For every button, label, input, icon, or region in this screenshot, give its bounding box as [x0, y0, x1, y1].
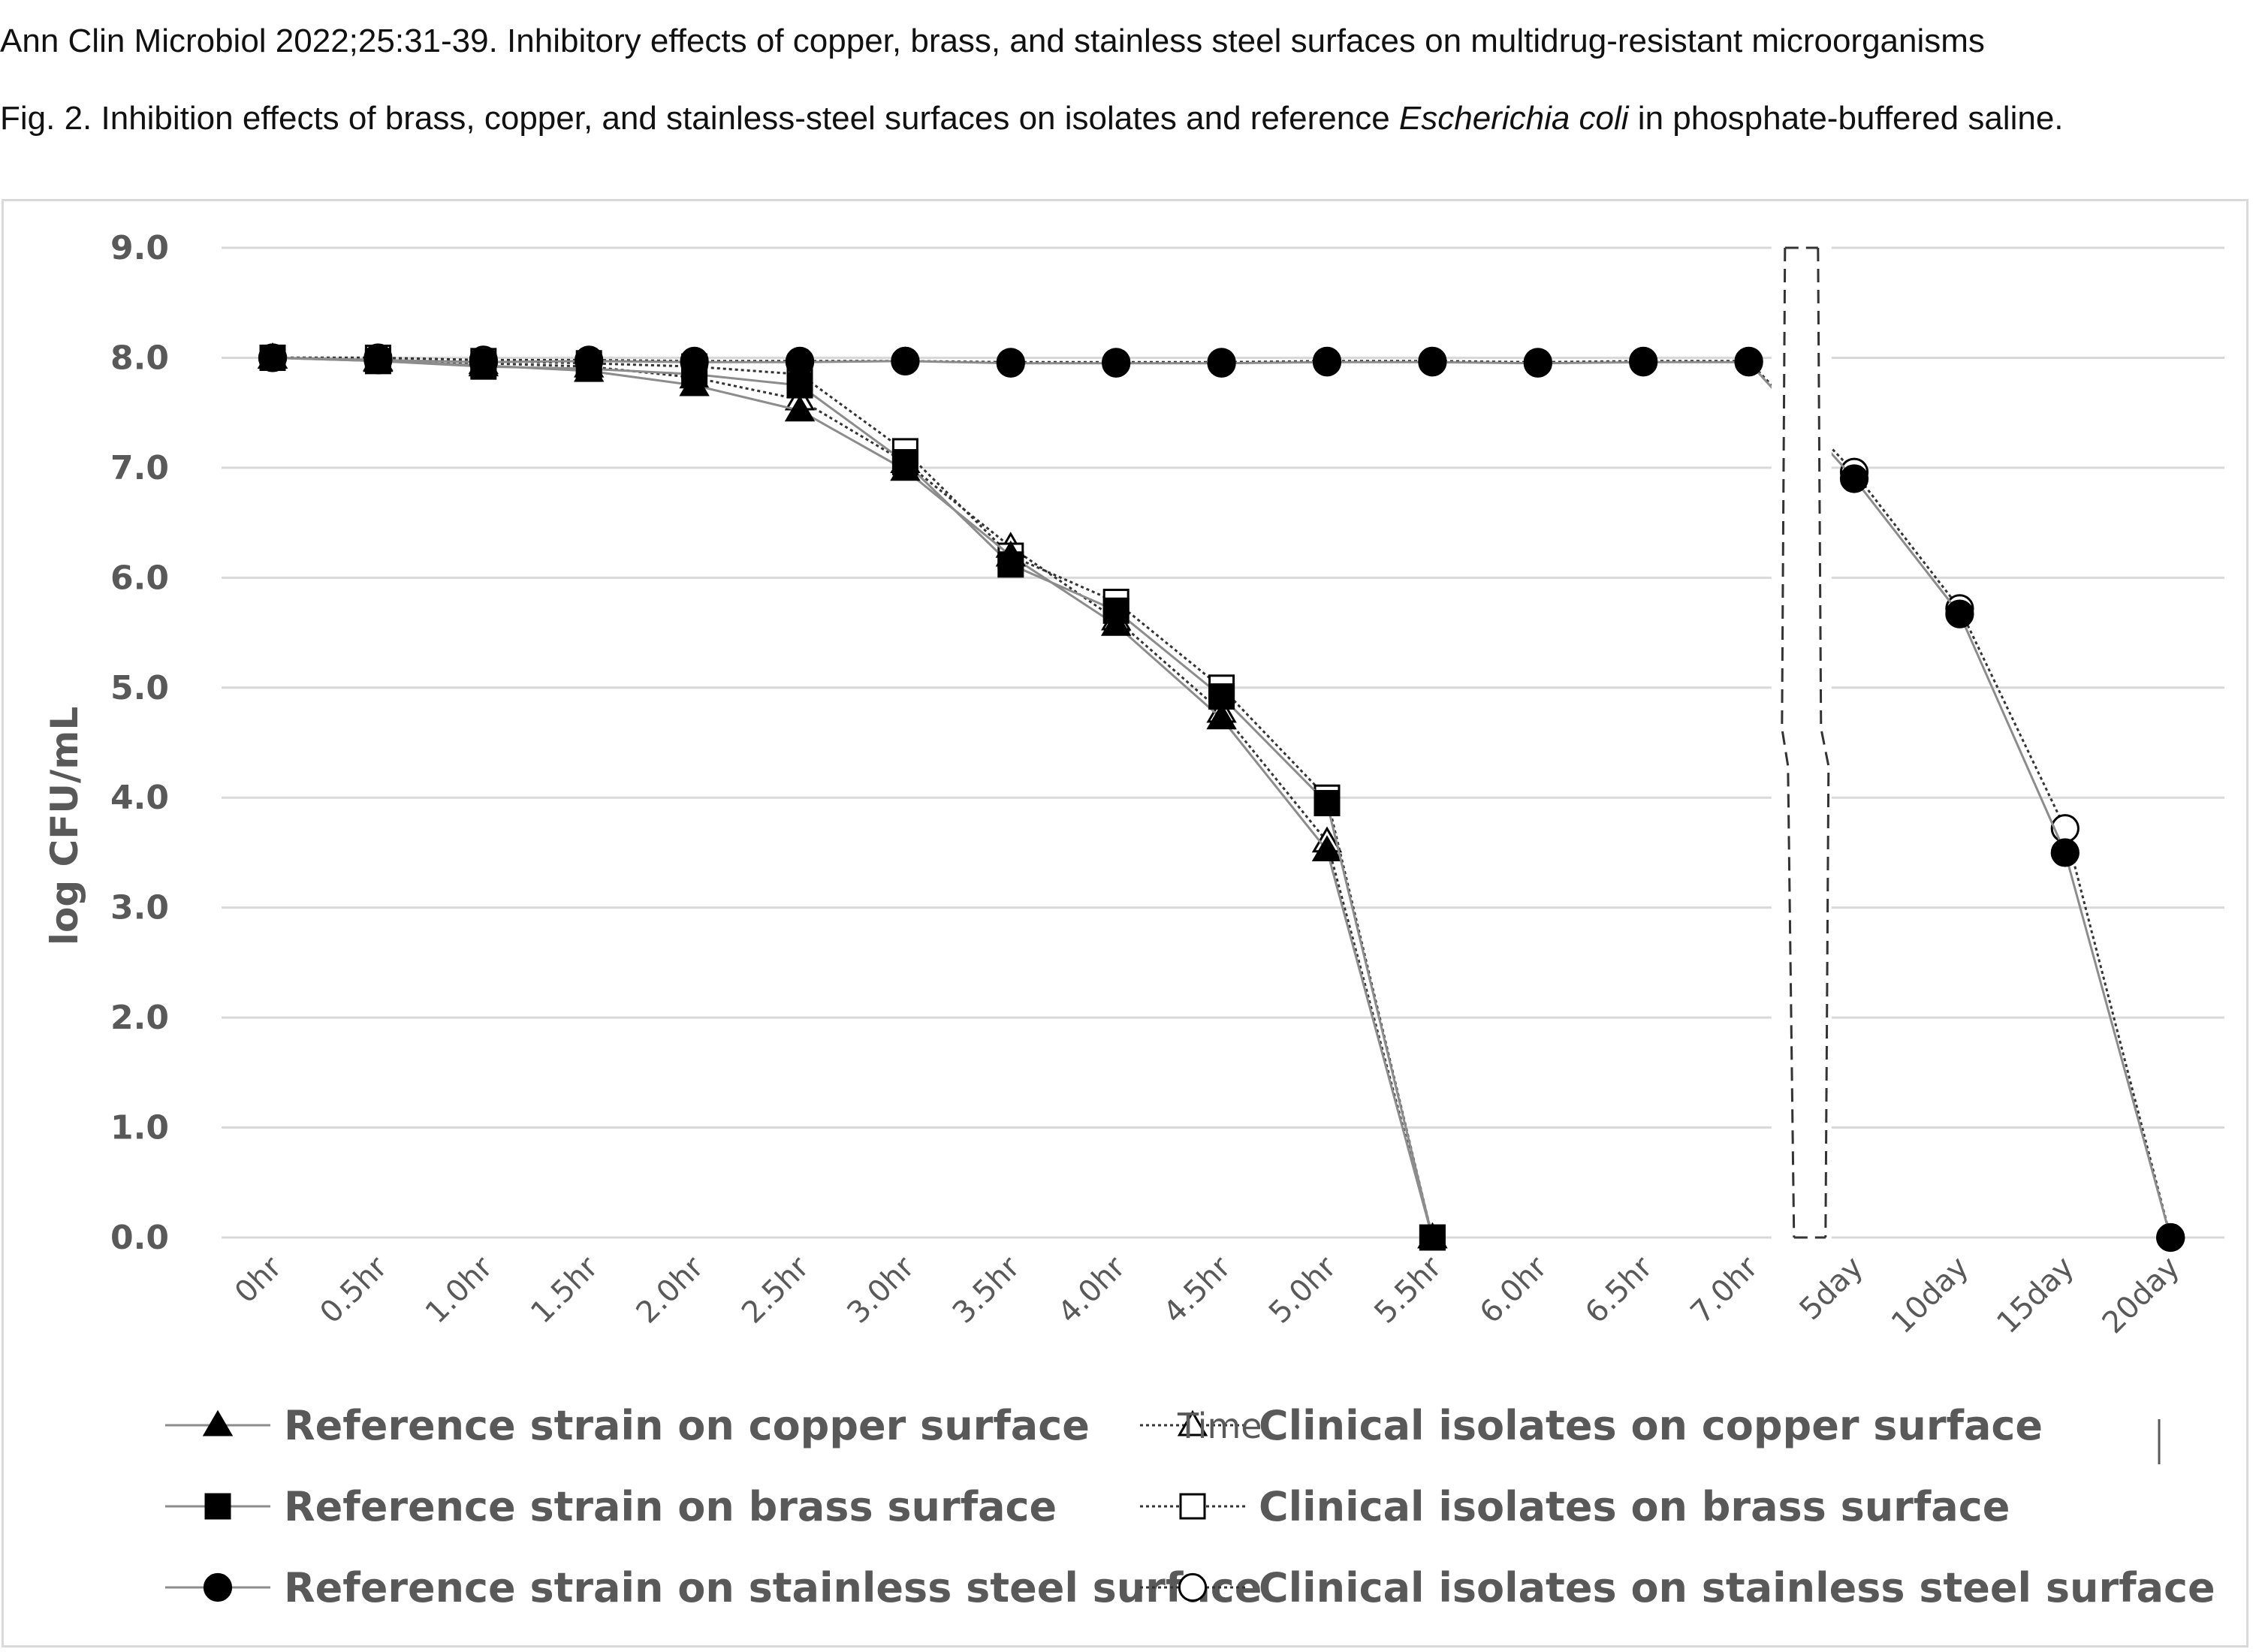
- break-line-right: [1817, 247, 1830, 1238]
- x-tick-label: 0.5hr: [313, 1250, 394, 1330]
- data-point: [1839, 464, 1869, 493]
- legend-label: Reference strain on brass surface: [284, 1483, 1057, 1530]
- data-point: [1734, 348, 1763, 377]
- data-point: [1312, 348, 1342, 377]
- y-tick-label: 7.0: [110, 449, 169, 487]
- axis-break: [1771, 246, 1832, 1239]
- y-tick-labels: 0.0 1.0 2.0 3.0 4.0 5.0 6.0 7.0 8.0 9.0: [110, 229, 169, 1257]
- caption-italic: Escherichia coli: [1398, 100, 1629, 137]
- y-tick-label: 9.0: [110, 229, 169, 267]
- y-tick-label: 3.0: [110, 889, 169, 927]
- x-tick-label: 6.0hr: [1473, 1250, 1554, 1330]
- figure-caption: Fig. 2. Inhibition effects of brass, cop…: [0, 100, 2064, 137]
- legend-label: Reference strain on stainless steel surf…: [284, 1564, 1262, 1611]
- y-tick-label: 4.0: [110, 779, 169, 817]
- x-tick-label: 5.0hr: [1262, 1250, 1343, 1330]
- data-point: [785, 348, 815, 377]
- legend-item-5: Clinical isolates on stainless steel sur…: [1140, 1564, 2215, 1611]
- caption-prefix: Fig. 2. Inhibition effects of brass, cop…: [0, 100, 1399, 137]
- data-point: [1418, 348, 1447, 377]
- data-point: [786, 372, 813, 399]
- gridlines: [222, 246, 2224, 1239]
- data-point: [2050, 814, 2080, 843]
- data-point: [2050, 838, 2080, 867]
- data-point: [2156, 1222, 2185, 1253]
- break-line-left: [1781, 247, 1796, 1238]
- x-tick-label: 2.0hr: [630, 1250, 710, 1330]
- legend-item-1: Reference strain on brass surface: [165, 1483, 1057, 1530]
- x-tick-label: 5day: [1793, 1250, 1871, 1328]
- x-tick-label: 20day: [2096, 1250, 2187, 1341]
- legend-swatch-marker: [1177, 1409, 1208, 1436]
- citation-line: Ann Clin Microbiol 2022;25:31-39. Inhibi…: [0, 23, 1985, 59]
- data-point: [784, 395, 816, 422]
- y-tick-label: 2.0: [110, 999, 169, 1037]
- x-tick-labels: 0hr 0.5hr 1.0hr 1.5hr 2.0hr 2.5hr 3.0hr 3.5hr 4.…: [228, 1250, 2186, 1340]
- legend-swatch-marker: [1179, 1493, 1206, 1520]
- legend-item-4: Clinical isolates on brass surface: [1140, 1483, 2010, 1530]
- x-tick-label: 10day: [1885, 1250, 1976, 1341]
- x-tick-label: 4.5hr: [1157, 1250, 1238, 1330]
- series-0: [257, 342, 1448, 1249]
- x-tick-label: 0hr: [228, 1250, 288, 1310]
- legend-label: Clinical isolates on copper surface: [1259, 1402, 2043, 1449]
- legend-label: Clinical isolates on brass surface: [1259, 1483, 2010, 1530]
- data-point: [1419, 1224, 1446, 1251]
- series-2: [258, 343, 2185, 1253]
- y-tick-label: 6.0: [110, 559, 169, 597]
- legend-swatch-marker: [202, 1409, 234, 1436]
- caption-suffix: in phosphate-buffered saline.: [1628, 100, 2064, 137]
- x-tick-label: 3.5hr: [946, 1250, 1027, 1330]
- y-tick-label: 0.0: [110, 1219, 169, 1257]
- x-tick-label: 6.5hr: [1579, 1250, 1659, 1330]
- data-point: [997, 551, 1024, 578]
- y-tick-label: 5.0: [110, 669, 169, 707]
- x-tick-label: 5.5hr: [1368, 1250, 1448, 1330]
- data-point: [469, 348, 498, 377]
- data-point: [1523, 348, 1552, 378]
- legend-item-0: Reference strain on copper surface: [165, 1402, 1090, 1449]
- series-line: [272, 356, 1434, 1238]
- y-axis-title: log CFU/mL: [43, 707, 86, 945]
- data-point: [1629, 348, 1658, 377]
- legend-item-2: Reference strain on stainless steel surf…: [165, 1564, 1262, 1611]
- x-tick-label: 4.0hr: [1051, 1250, 1132, 1330]
- data-point: [1102, 597, 1130, 624]
- chart-frame: [2, 199, 2248, 1647]
- legend-label: Reference strain on copper surface: [284, 1402, 1090, 1449]
- legend-label: Clinical isolates on stainless steel sur…: [1259, 1564, 2215, 1611]
- data-point: [1208, 683, 1235, 710]
- data-point: [1945, 599, 1974, 629]
- x-tick-label: 2.5hr: [735, 1250, 816, 1330]
- data-point: [1311, 835, 1343, 861]
- axis-break-mask: [1771, 246, 1832, 1239]
- legend-item-3: Clinical isolates on copper surface: [1140, 1402, 2043, 1449]
- data-point: [363, 345, 393, 375]
- data-point: [575, 346, 604, 375]
- legend-swatch-marker: [203, 1572, 233, 1602]
- data-point: [1102, 348, 1131, 378]
- data-point: [680, 348, 709, 377]
- legend-swatch-marker: [204, 1493, 231, 1520]
- data-point: [1313, 790, 1341, 817]
- data-point: [891, 449, 918, 476]
- series-3: [257, 342, 1448, 1249]
- data-point: [1207, 348, 1236, 378]
- data-point: [996, 348, 1025, 378]
- x-tick-label: 15day: [1990, 1250, 2081, 1341]
- data-point: [891, 346, 920, 375]
- y-tick-label: 1.0: [110, 1109, 169, 1147]
- data-point: [1206, 703, 1237, 730]
- series-layer: [257, 342, 2185, 1253]
- x-tick-label: 1.0hr: [419, 1250, 499, 1330]
- y-tick-label: 8.0: [110, 339, 169, 377]
- legend-swatch-marker: [1178, 1572, 1208, 1602]
- legend: Reference strain on copper surface Refere…: [165, 1402, 2215, 1611]
- x-tick-label: 7.0hr: [1684, 1250, 1765, 1330]
- x-tick-label: 1.5hr: [524, 1250, 605, 1330]
- x-tick-label: 3.0hr: [840, 1250, 921, 1330]
- x-axis-title: Time: [1177, 1406, 1262, 1446]
- data-point: [258, 343, 288, 372]
